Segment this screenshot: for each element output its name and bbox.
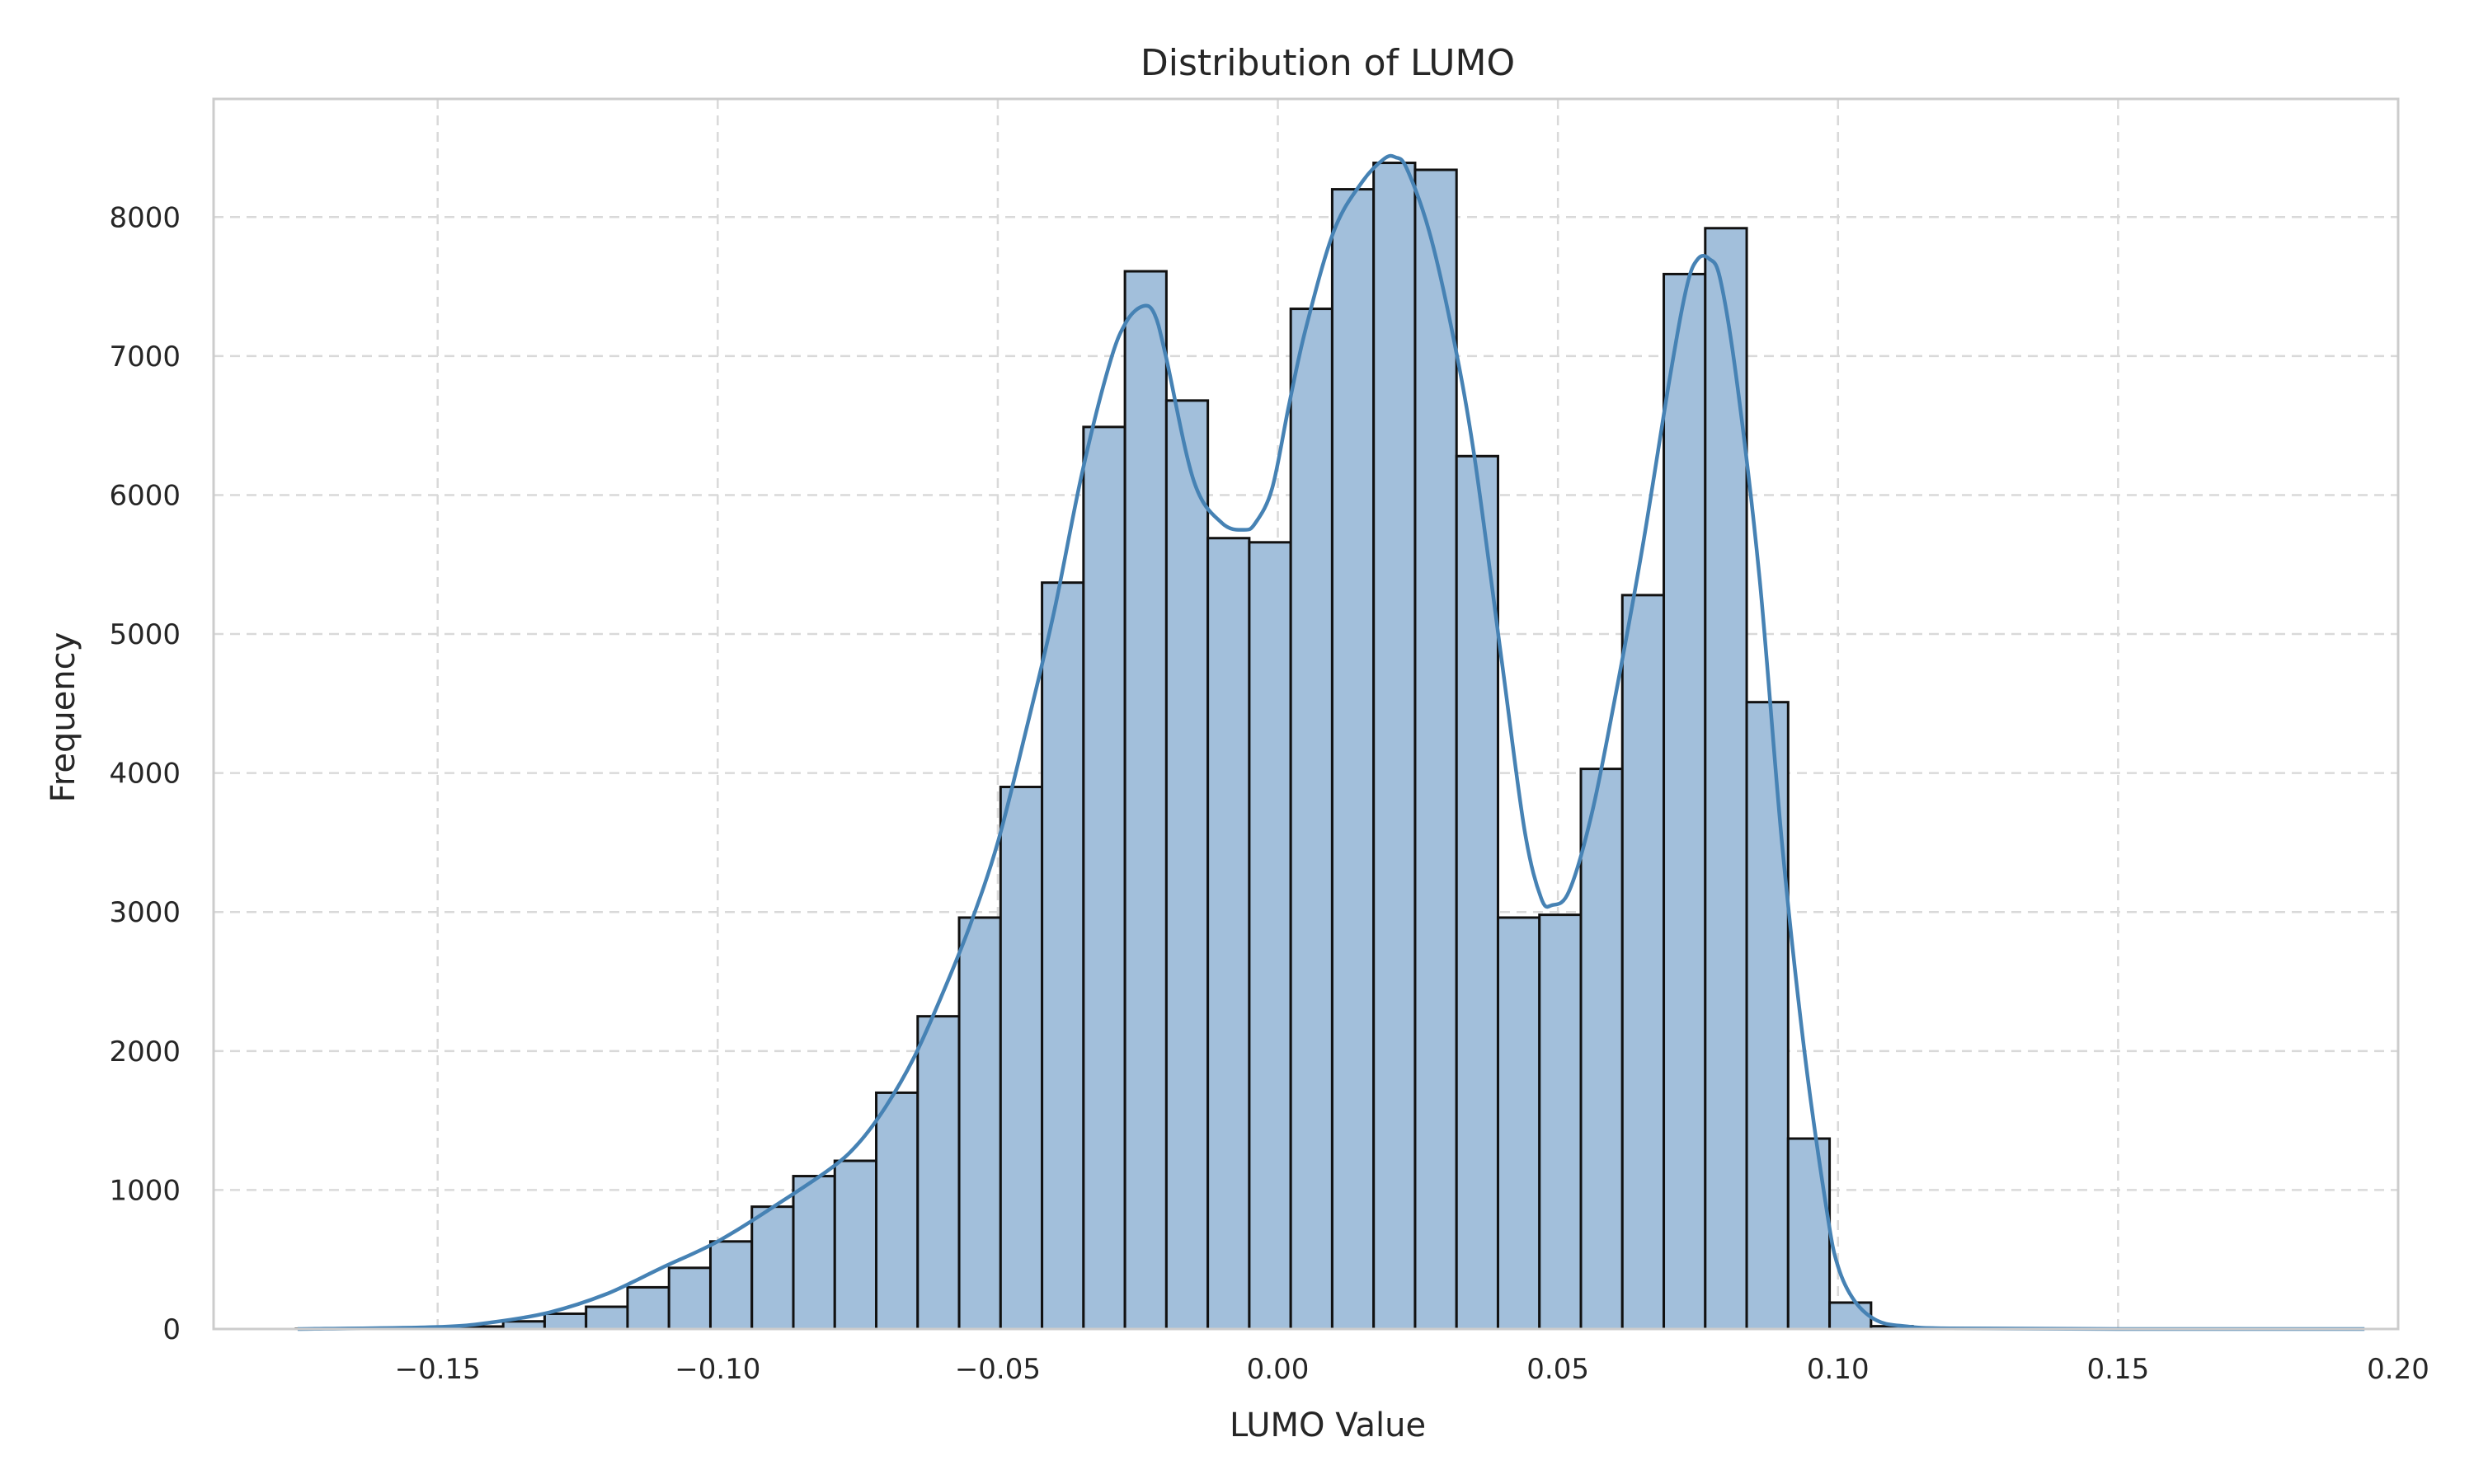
histogram-bar [957,916,1002,1331]
chart-title: Distribution of LUMO [1141,42,1515,84]
x-tick-label: 0.15 [2087,1353,2150,1386]
y-tick-label: 1000 [109,1174,181,1207]
y-tick-label: 8000 [109,201,181,234]
x-tick-label: −0.15 [395,1353,481,1386]
y-tick-label: 2000 [109,1036,181,1068]
x-tick-label: 0.10 [1807,1353,1870,1386]
y-tick-label: 3000 [109,896,181,929]
y-tick-label: 5000 [109,618,181,651]
y-axis-ticks: 0 1000 2000 3000 4000 5000 6000 7000 8000 [109,201,181,1346]
histogram-bar [1123,270,1168,1331]
histogram-bar [1579,768,1624,1331]
x-tick-label: −0.10 [675,1353,760,1386]
histogram-bar [916,1015,961,1331]
histogram-bar [585,1305,629,1331]
histogram-bar [1082,425,1126,1331]
histogram-bar [1164,399,1210,1331]
histogram-bar [1206,537,1251,1331]
histogram-bar [1372,162,1417,1331]
x-tick-label: −0.05 [955,1353,1041,1386]
histogram-bar [1248,541,1292,1331]
histogram-bar [708,1240,754,1331]
histogram-bars [294,162,2080,1331]
histogram-bar [543,1312,588,1331]
histogram-bar [1330,188,1376,1331]
histogram-bar [1663,272,1707,1331]
histogram-bar [1041,581,1085,1331]
histogram-bar [1620,594,1666,1331]
y-tick-label: 4000 [109,758,181,791]
histogram-bar [875,1091,920,1331]
histogram-bar [1786,1137,1832,1331]
histogram-bar [833,1159,878,1331]
histogram-bar [626,1285,670,1331]
plot-frame [212,97,2400,1331]
histogram-bar [1745,701,1790,1331]
histogram-bar [999,786,1044,1331]
kde-curve [297,153,2365,1331]
histogram-bar [1538,913,1583,1331]
x-axis-ticks: −0.15 −0.10 −0.05 0.00 0.05 0.10 0.15 0.20 [395,1353,2429,1386]
histogram-bar [1828,1301,1873,1331]
histogram-bar [667,1266,712,1331]
x-tick-label: 0.00 [1247,1353,1310,1386]
y-tick-label: 6000 [109,479,181,512]
x-tick-label: 0.05 [1526,1353,1589,1386]
x-tick-label: 0.20 [2367,1353,2429,1386]
histogram-bar [1496,916,1541,1331]
y-tick-label: 7000 [109,340,181,373]
histogram-bar [1289,308,1333,1331]
y-tick-label: 0 [162,1313,181,1346]
y-axis-label: Frequency [45,632,82,803]
x-axis-label: LUMO Value [1230,1407,1426,1444]
histogram-bar [750,1205,795,1331]
histogram-bar [1704,227,1748,1331]
histogram-bar [1413,168,1458,1331]
histogram-bar [792,1175,836,1331]
